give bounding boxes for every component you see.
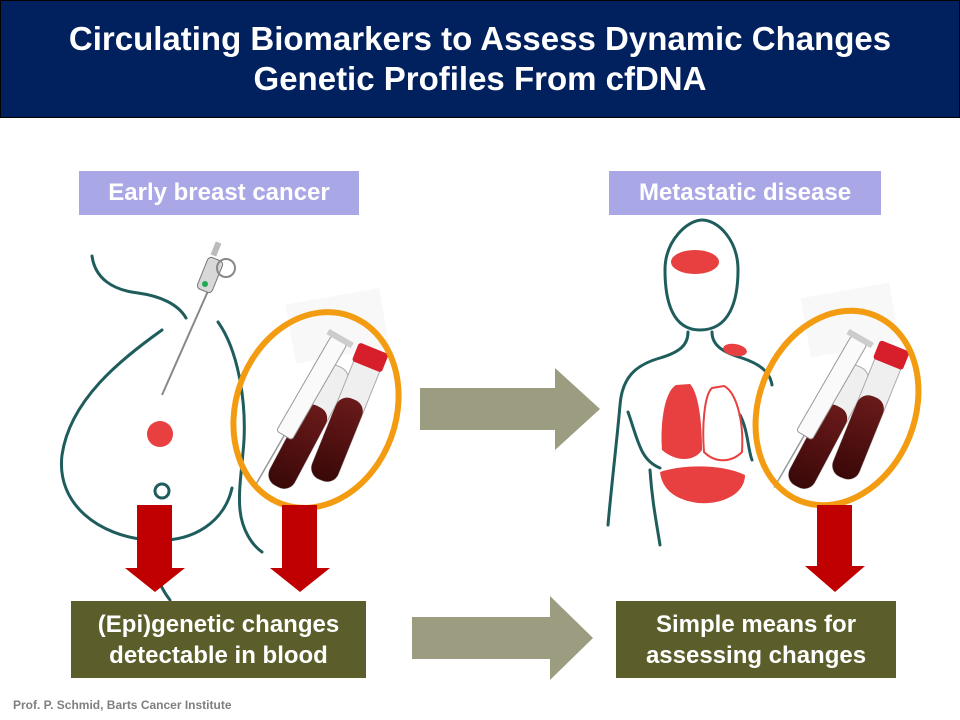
footer-credit: Prof. P. Schmid, Barts Cancer Institute (13, 698, 232, 712)
highlight-ring-left (230, 309, 402, 511)
down-arrow-blood-left (270, 505, 330, 592)
title-line-2: Genetic Profiles From cfDNA (253, 60, 707, 97)
biopsy-needle-icon (161, 241, 236, 396)
liver-metastasis (660, 466, 745, 504)
label-metastatic-disease: Metastatic disease (609, 171, 881, 215)
down-arrow-tissue (125, 505, 185, 592)
nipple-outline (153, 482, 171, 500)
label-early-breast-cancer: Early breast cancer (79, 171, 359, 215)
result-simple-means: Simple means for assessing changes (616, 601, 896, 678)
syringe-icon-right (773, 328, 874, 488)
blood-tubes-icon-right (788, 340, 910, 490)
progression-arrow-bottom (412, 596, 593, 680)
chest-metastasis (723, 343, 747, 357)
progression-arrow-top (420, 368, 600, 450)
result-epigenetic-changes: (Epi)genetic changes detectable in blood (71, 601, 366, 678)
lung-metastasis (661, 384, 744, 462)
title-banner: Circulating Biomarkers to Assess Dynamic… (0, 0, 960, 118)
result-right-line2: assessing changes (645, 641, 867, 669)
brain-metastasis (671, 250, 719, 274)
tumor-spot (147, 421, 173, 447)
result-right-line1: Simple means for (655, 610, 857, 638)
syringe-icon (253, 328, 354, 488)
blood-tubes-icon (268, 343, 388, 490)
highlight-ring-right (752, 307, 922, 509)
result-left-line2: detectable in blood (109, 641, 328, 669)
down-arrow-blood-right (805, 505, 865, 592)
result-left-line1: (Epi)genetic changes (97, 610, 340, 638)
title-line-1: Circulating Biomarkers to Assess Dynamic… (68, 20, 892, 57)
